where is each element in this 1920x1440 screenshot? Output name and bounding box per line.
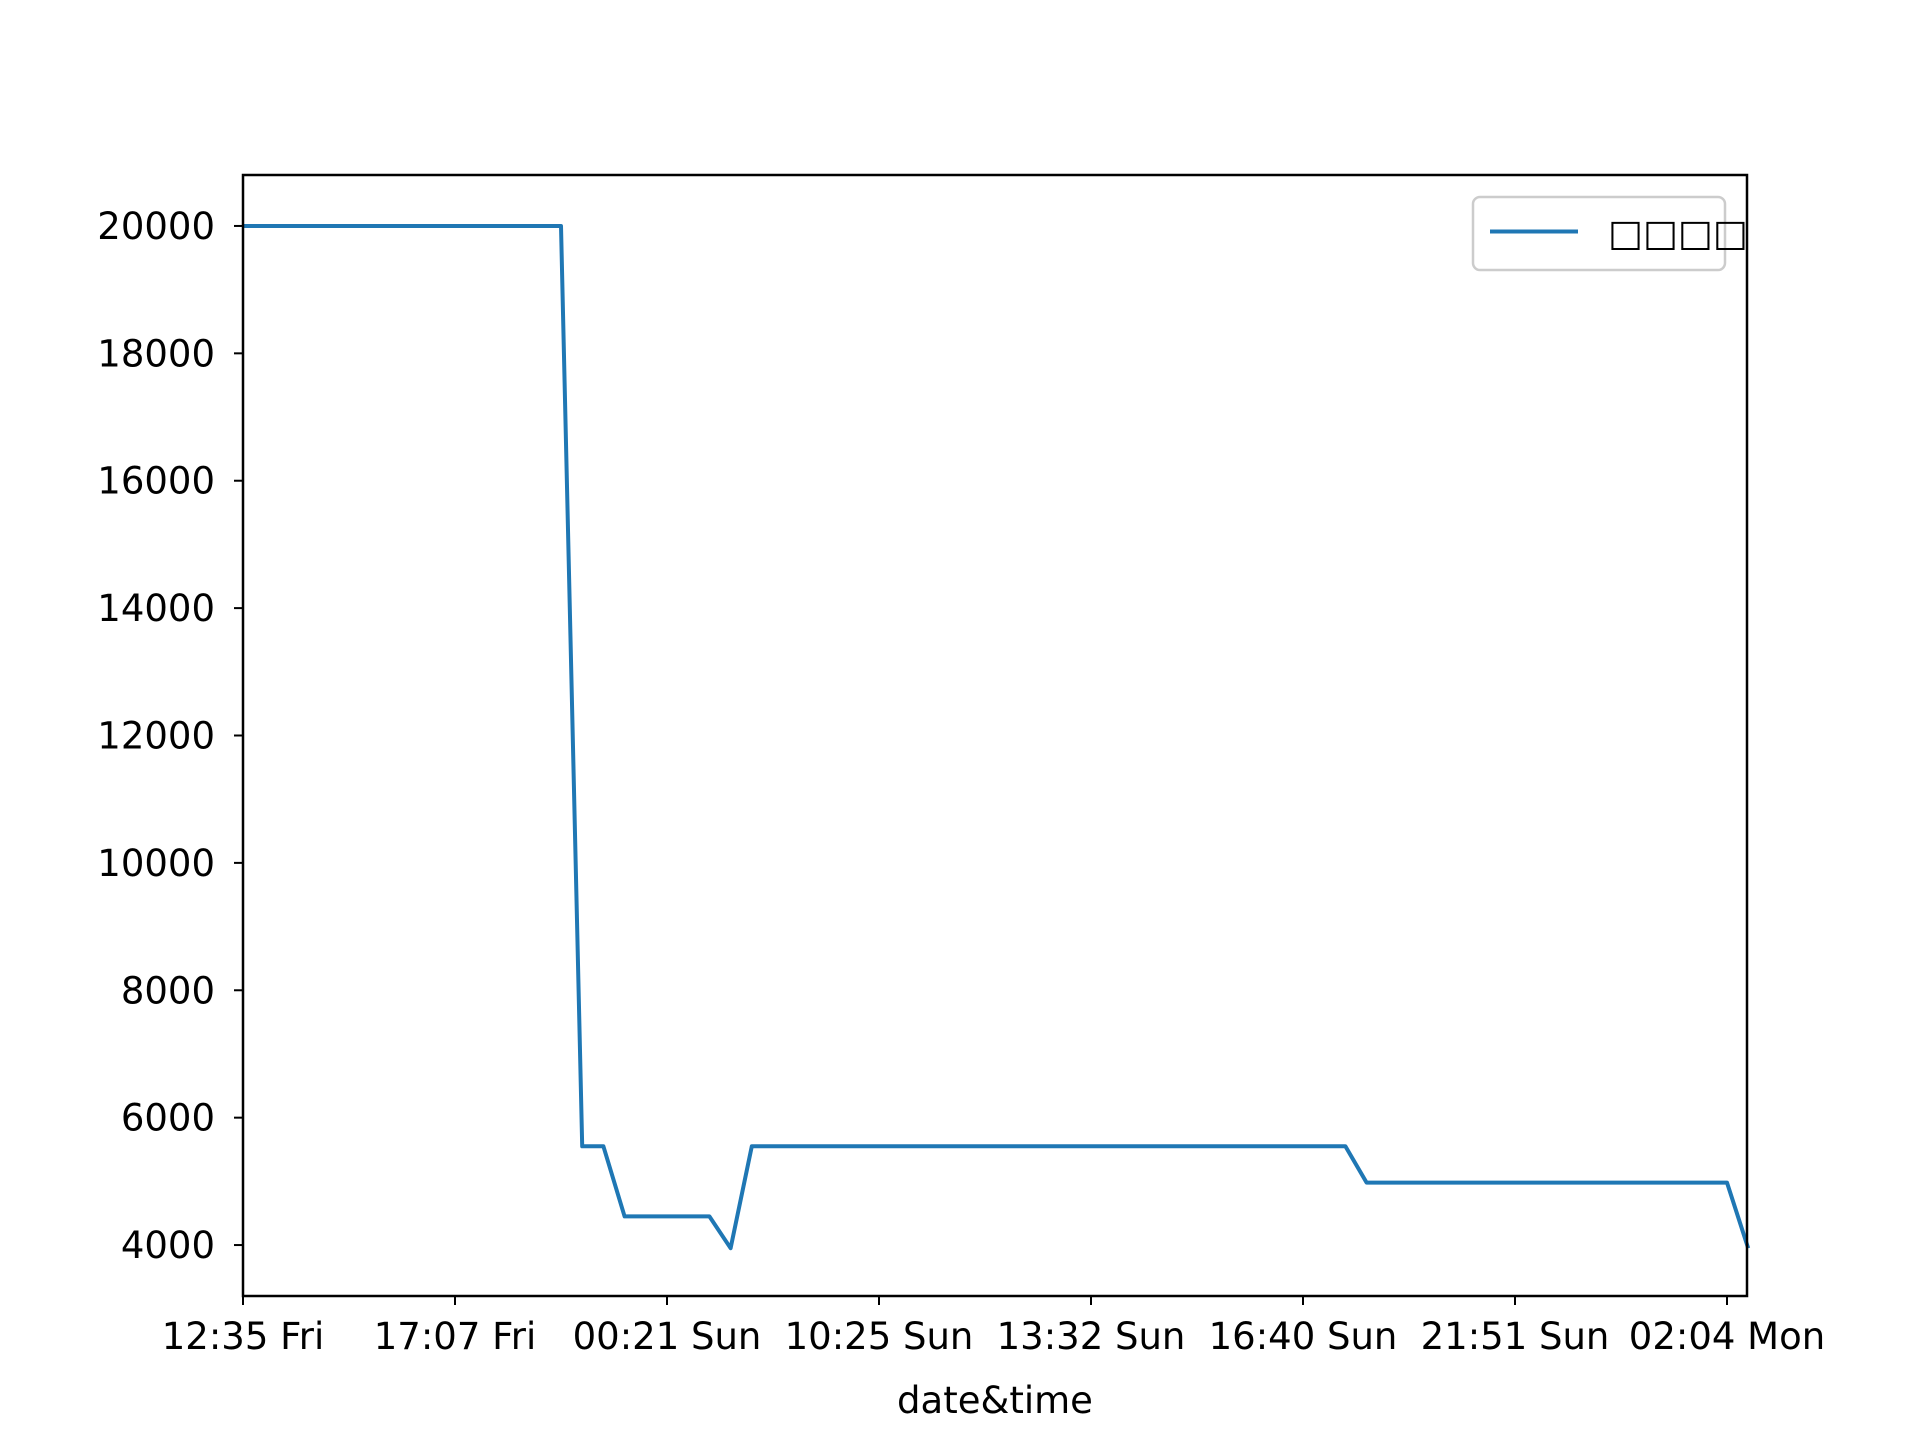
legend: □□□□ bbox=[1471, 195, 1748, 272]
y-tick-label-8: 20000 bbox=[97, 205, 215, 248]
y-tick-label-1: 6000 bbox=[121, 1097, 215, 1140]
series-layer bbox=[243, 224, 1751, 1251]
y-axis: 4000 6000 8000 10000 12000 14000 16000 18000 200… bbox=[97, 205, 243, 1267]
legend-label-0: □□□□ bbox=[1608, 212, 1748, 255]
series-line-0 bbox=[243, 224, 1751, 1251]
x-axis: 12:35 Fri 17:07 Fri 00:21 Sun 10:25 Sun 13:3… bbox=[162, 1296, 1825, 1358]
x-tick-label-1: 17:07 Fri bbox=[374, 1315, 536, 1358]
legend-box bbox=[1471, 195, 1727, 272]
x-tick-label-3: 10:25 Sun bbox=[785, 1315, 974, 1358]
x-tick-label-6: 21:51 Sun bbox=[1421, 1315, 1610, 1358]
y-tick-label-5: 14000 bbox=[97, 587, 215, 630]
y-tick-label-3: 10000 bbox=[97, 842, 215, 885]
x-tick-label-7: 02:04 Mon bbox=[1629, 1315, 1825, 1358]
y-tick-label-6: 16000 bbox=[97, 460, 215, 503]
x-tick-label-5: 16:40 Sun bbox=[1209, 1315, 1398, 1358]
x-axis-title: date&time bbox=[897, 1379, 1093, 1422]
x-tick-label-0: 12:35 Fri bbox=[162, 1315, 324, 1358]
y-tick-label-7: 18000 bbox=[97, 332, 215, 375]
y-tick-label-0: 4000 bbox=[121, 1224, 215, 1267]
x-tick-label-4: 13:32 Sun bbox=[997, 1315, 1186, 1358]
plot-background bbox=[243, 175, 1747, 1296]
x-tick-label-2: 00:21 Sun bbox=[573, 1315, 762, 1358]
y-tick-label-4: 12000 bbox=[97, 715, 215, 758]
plot-area bbox=[243, 175, 1747, 1296]
y-tick-label-2: 8000 bbox=[121, 969, 215, 1012]
